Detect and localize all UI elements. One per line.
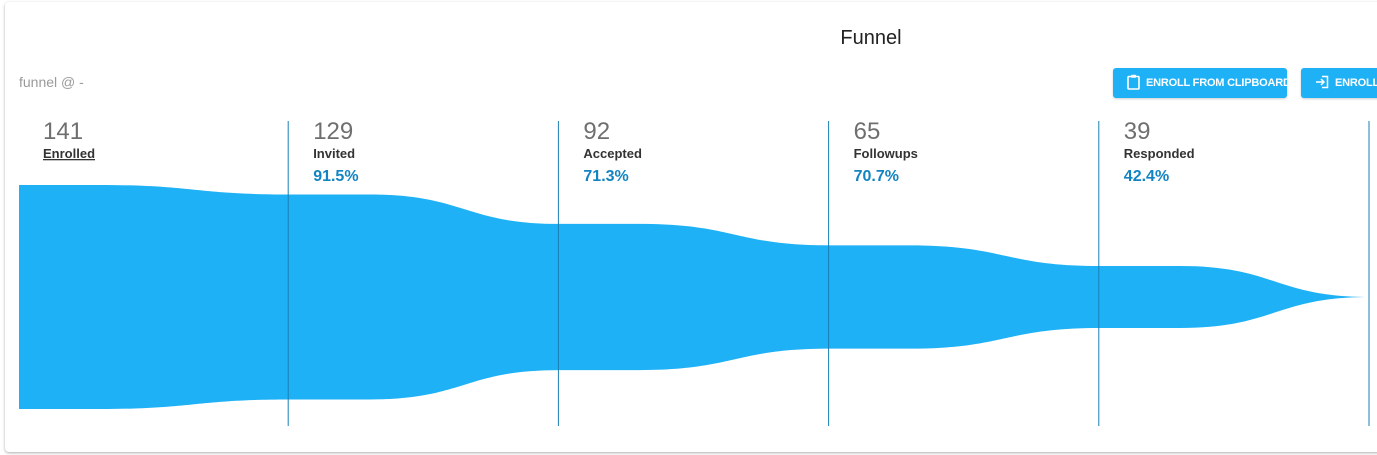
stage-conversion-percent: 70.7% xyxy=(854,168,899,185)
stage-count: 65 xyxy=(854,118,881,145)
funnel-area xyxy=(19,185,1370,409)
stage-label: Responded xyxy=(1124,146,1195,161)
stage-label: Followups xyxy=(854,146,918,161)
enroll-from-file-button[interactable]: ENROLL FROM FILE xyxy=(1301,68,1377,98)
stage-count: 92 xyxy=(583,118,610,145)
stage-dividers xyxy=(287,121,1370,426)
enroll-from-file-label: ENROLL FROM FILE xyxy=(1335,77,1377,89)
stage-conversion-percent: 42.4% xyxy=(1124,168,1169,185)
stage-label: Invited xyxy=(313,146,355,161)
funnel-subtitle: funnel @ - xyxy=(19,74,84,90)
enroll-from-clipboard-button[interactable]: ENROLL FROM CLIPBOARD xyxy=(1113,68,1287,98)
stage-label: Accepted xyxy=(583,146,642,161)
sign-in-icon xyxy=(1315,75,1329,92)
stage-count: 141 xyxy=(43,118,83,145)
page-title: Funnel xyxy=(840,27,902,49)
stage-conversion-percent: 71.3% xyxy=(583,168,628,185)
enroll-from-clipboard-label: ENROLL FROM CLIPBOARD xyxy=(1146,77,1287,89)
stage-count: 39 xyxy=(1124,118,1151,145)
stage-conversion-percent: 91.5% xyxy=(313,168,358,185)
stage-count: 129 xyxy=(313,118,353,145)
stage-label[interactable]: Enrolled xyxy=(43,146,95,161)
clipboard-icon xyxy=(1127,74,1140,93)
